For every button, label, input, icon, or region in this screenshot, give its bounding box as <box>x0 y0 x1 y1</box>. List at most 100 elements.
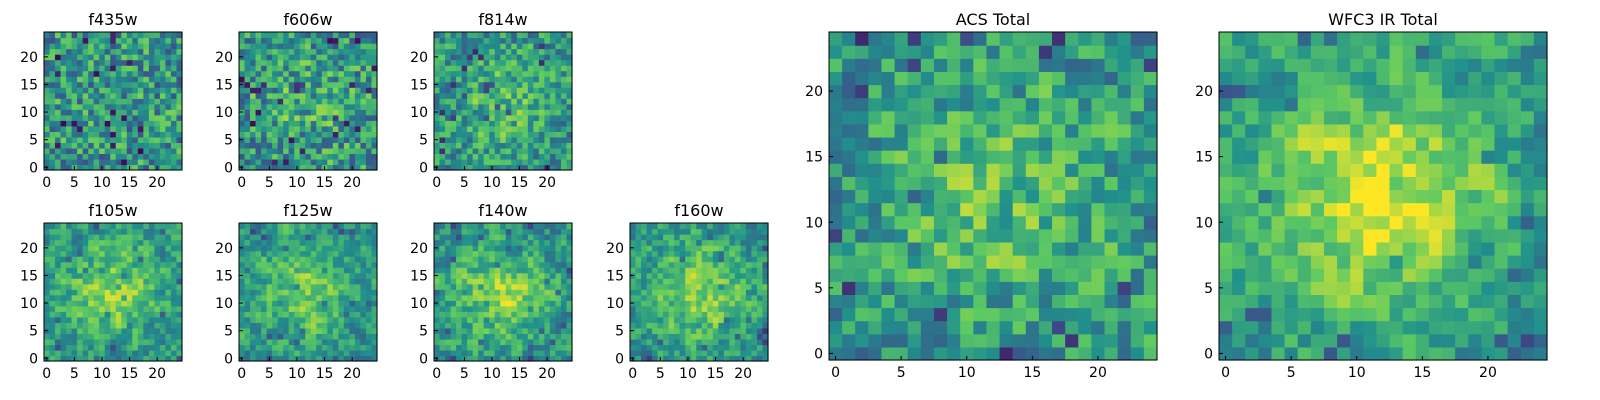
heatmap-cell <box>663 272 670 279</box>
heatmap-cell <box>148 311 155 318</box>
heatmap-cell <box>371 228 378 235</box>
heatmap-cell <box>354 327 362 334</box>
heatmap-cell <box>829 255 843 269</box>
heatmap-cell <box>360 245 367 252</box>
heatmap-cell <box>679 228 686 235</box>
heatmap-cell <box>88 300 95 307</box>
heatmap-cell <box>132 355 139 362</box>
heatmap-cell <box>93 234 100 241</box>
heatmap-cell <box>77 125 84 132</box>
heatmap-cell <box>71 250 78 257</box>
heatmap-cell <box>538 344 545 351</box>
heatmap-cell <box>159 164 167 171</box>
heatmap-cell <box>894 228 909 243</box>
heatmap-cell <box>516 92 523 99</box>
heatmap-cell <box>294 87 301 94</box>
heatmap-cell <box>132 142 139 149</box>
x-tick-label: 15 <box>316 175 334 191</box>
heatmap-cell <box>266 283 273 290</box>
heatmap-cell <box>729 267 736 274</box>
heatmap-cell <box>1130 123 1145 138</box>
heatmap-cell <box>310 114 317 121</box>
heatmap-cell <box>239 98 246 105</box>
heatmap-cell <box>371 278 378 285</box>
heatmap-cell <box>511 87 518 94</box>
heatmap-cell <box>77 338 84 346</box>
heatmap-cell <box>176 245 183 252</box>
heatmap-cell <box>489 109 496 116</box>
heatmap-cell <box>255 239 262 246</box>
heatmap-cell <box>478 344 485 351</box>
heatmap-cell <box>338 256 345 263</box>
heatmap-cell <box>261 131 268 138</box>
heatmap-cell <box>255 294 262 301</box>
heatmap-cell <box>1065 241 1079 256</box>
heatmap-cell <box>126 81 133 88</box>
heatmap-cell <box>343 54 350 61</box>
heatmap-cell <box>239 289 246 296</box>
heatmap-cell <box>255 37 262 44</box>
heatmap-cell <box>99 32 106 39</box>
heatmap-cell <box>71 125 78 132</box>
heatmap-cell <box>445 131 452 138</box>
heatmap-cell <box>239 48 246 55</box>
heatmap-cell <box>55 32 62 39</box>
heatmap-cell <box>434 256 441 263</box>
heatmap-cell <box>712 234 719 241</box>
heatmap-cell <box>354 70 362 77</box>
heatmap-cell <box>343 65 350 72</box>
heatmap-cell <box>450 223 457 230</box>
heatmap-cell <box>343 234 350 241</box>
heatmap-cell <box>489 349 496 357</box>
heatmap-cell <box>538 92 545 99</box>
heatmap-cell <box>371 131 378 138</box>
heatmap-cell <box>165 239 172 246</box>
heatmap-cell <box>1052 215 1066 230</box>
heatmap-cell <box>360 76 367 83</box>
heatmap-cell <box>500 272 507 279</box>
heatmap-cell <box>829 202 843 217</box>
heatmap-cell <box>159 98 167 105</box>
heatmap-cell <box>696 250 703 257</box>
heatmap-cell <box>947 346 961 361</box>
heatmap-cell <box>549 272 557 279</box>
heatmap-cell <box>947 281 961 295</box>
heatmap-cell <box>104 349 111 357</box>
heatmap-cell <box>365 153 373 160</box>
heatmap-cell <box>505 338 512 346</box>
heatmap-cell <box>560 250 568 257</box>
heatmap-cell <box>77 147 84 155</box>
y-tick-label: 0 <box>224 160 233 176</box>
heatmap-cell <box>60 136 67 143</box>
heatmap-cell <box>1025 228 1040 243</box>
heatmap-cell <box>679 294 686 301</box>
heatmap-cell <box>641 267 648 274</box>
heatmap-cell <box>494 131 501 138</box>
heatmap-cell <box>77 256 84 263</box>
heatmap-cell <box>305 87 312 94</box>
heatmap-cell <box>371 147 378 155</box>
heatmap-cell <box>560 109 568 116</box>
heatmap-cell <box>560 114 568 121</box>
heatmap-cell <box>332 300 339 307</box>
heatmap-cell <box>327 355 334 362</box>
heatmap-cell <box>121 54 128 61</box>
heatmap-cell <box>544 267 551 274</box>
heatmap-cell <box>1065 176 1079 191</box>
heatmap-cell <box>729 234 736 241</box>
heatmap-cell <box>360 256 367 263</box>
heatmap-cell <box>71 76 78 83</box>
heatmap-cell <box>71 81 78 88</box>
heatmap-cell <box>478 338 485 346</box>
heatmap-cell <box>288 92 295 99</box>
heatmap-cell <box>701 261 708 268</box>
heatmap-cell <box>299 109 306 116</box>
heatmap-cell <box>489 344 496 351</box>
heatmap-cell <box>250 294 257 301</box>
heatmap-cell <box>154 228 161 235</box>
heatmap-cell <box>560 153 568 160</box>
heatmap-cell <box>555 147 562 155</box>
heatmap-cell <box>533 300 540 307</box>
